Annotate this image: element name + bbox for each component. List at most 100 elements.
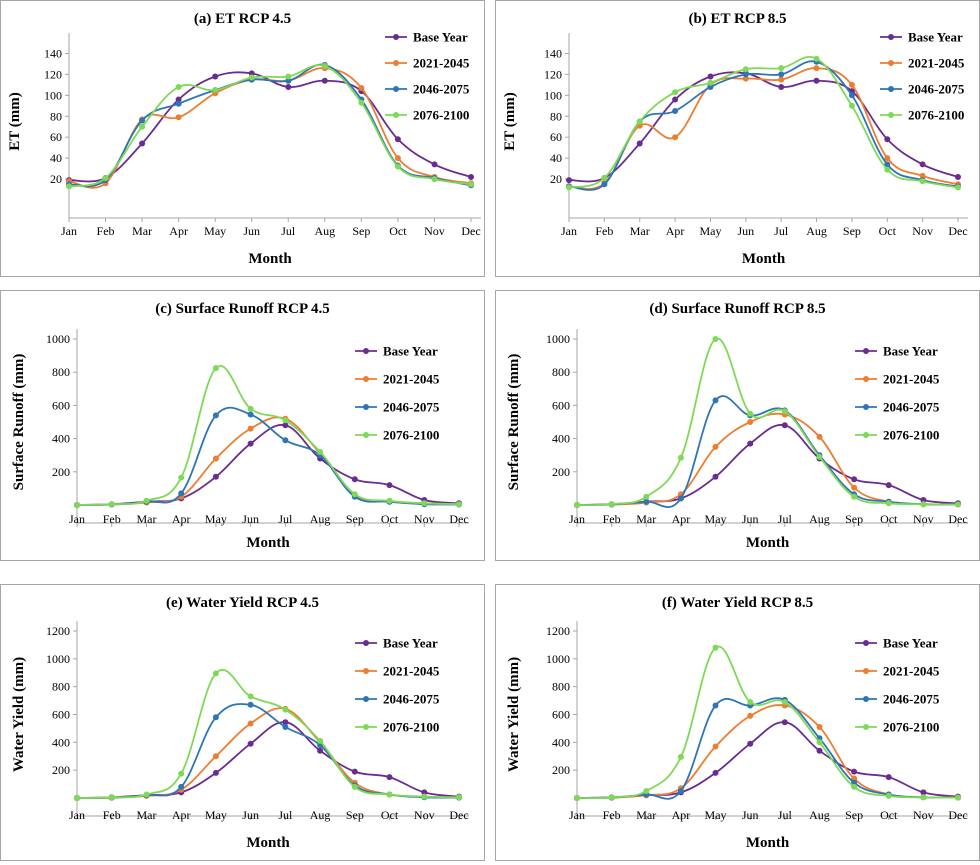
data-point-2046-2075 xyxy=(677,495,684,502)
y-axis-label: Surface Runoff (mm) xyxy=(506,354,522,491)
x-tick-label: Sep xyxy=(845,512,863,526)
x-tick-label: Nov xyxy=(913,512,934,526)
data-point-2076-2100 xyxy=(608,501,615,508)
data-point-2076-2100 xyxy=(574,795,580,801)
x-tick-label: Jul xyxy=(778,512,793,526)
legend-label-2021-2045: 2021-2045 xyxy=(908,56,965,71)
data-point-2021-2045 xyxy=(247,720,254,727)
legend-marker-2021-2045 xyxy=(863,376,869,382)
x-tick-label: Feb xyxy=(595,224,613,238)
data-point-base-year xyxy=(712,769,719,776)
data-point-2076-2100 xyxy=(358,99,365,106)
data-point-2076-2100 xyxy=(456,501,462,508)
legend-label-2046-2075: 2046-2075 xyxy=(413,82,470,97)
data-point-base-year xyxy=(468,174,474,180)
x-tick-label: Mar xyxy=(132,224,152,238)
data-point-2021-2045 xyxy=(175,114,182,121)
data-point-2046-2075 xyxy=(851,779,858,786)
legend-marker-2021-2045 xyxy=(393,60,399,66)
data-point-2021-2045 xyxy=(919,172,926,179)
chart-title: (a) ET RCP 4.5 xyxy=(194,11,291,27)
x-tick-label: Oct xyxy=(381,808,399,822)
data-point-base-year xyxy=(781,422,788,429)
data-point-base-year xyxy=(919,161,926,168)
data-point-2076-2100 xyxy=(212,365,219,372)
data-point-2046-2075 xyxy=(247,701,254,708)
data-point-2076-2100 xyxy=(321,63,328,69)
x-tick-label: Jan xyxy=(69,512,85,526)
data-point-2076-2100 xyxy=(175,84,182,90)
y-axis-label: Water Yield (mm) xyxy=(11,657,27,772)
y-tick-label: 200 xyxy=(552,763,570,777)
x-tick-label: Jun xyxy=(742,808,759,822)
legend-marker-2076-2100 xyxy=(863,432,869,438)
data-point-2021-2045 xyxy=(848,81,855,88)
data-point-2076-2100 xyxy=(781,408,788,415)
legend-label-base-year: Base Year xyxy=(883,636,938,651)
chart-title: (c) Surface Runoff RCP 4.5 xyxy=(155,301,330,317)
data-point-base-year xyxy=(431,161,438,168)
x-tick-label: Mar xyxy=(136,512,156,526)
chart-panel-b: (b) ET RCP 8.5 20 40 60 80 100 120 140 Jan Feb Mar… xyxy=(495,0,980,277)
data-point-base-year xyxy=(885,774,892,781)
data-point-2076-2100 xyxy=(421,500,428,507)
data-point-2076-2100 xyxy=(712,336,719,342)
data-point-base-year xyxy=(285,84,292,90)
data-point-2076-2100 xyxy=(848,102,855,109)
data-point-2076-2100 xyxy=(566,184,572,191)
y-tick-label: 20 xyxy=(50,172,62,186)
x-tick-label: Nov xyxy=(414,512,435,526)
data-point-2021-2045 xyxy=(394,155,401,162)
data-point-2076-2100 xyxy=(643,493,650,500)
x-axis-label: Month xyxy=(246,835,290,851)
data-point-2046-2075 xyxy=(178,783,185,790)
x-axis-label: Month xyxy=(746,535,790,551)
data-point-base-year xyxy=(781,719,788,726)
data-point-2076-2100 xyxy=(885,792,892,799)
data-point-base-year xyxy=(351,768,358,775)
x-tick-label: Apr xyxy=(172,808,191,822)
data-point-2021-2045 xyxy=(712,743,719,750)
y-tick-label: 1200 xyxy=(546,624,570,638)
data-point-base-year xyxy=(282,422,289,429)
legend-label-2021-2045: 2021-2045 xyxy=(383,664,440,679)
data-point-2076-2100 xyxy=(317,737,324,744)
x-tick-label: Oct xyxy=(381,512,399,526)
legend-label-2046-2075: 2046-2075 xyxy=(383,400,440,415)
data-point-2076-2100 xyxy=(143,497,150,504)
y-tick-label: 60 xyxy=(550,130,562,144)
x-tick-label: Nov xyxy=(424,224,445,238)
data-point-2021-2045 xyxy=(212,455,219,462)
data-point-2076-2100 xyxy=(884,166,891,173)
y-tick-label: 600 xyxy=(52,398,70,412)
series-line-2046-2075 xyxy=(68,63,472,188)
data-point-2076-2100 xyxy=(747,699,754,705)
series-line-2021-2045 xyxy=(68,67,472,189)
x-tick-label: Dec xyxy=(948,224,967,238)
data-point-2076-2100 xyxy=(742,66,749,73)
legend-marker-2046-2075 xyxy=(363,404,369,410)
data-point-2076-2100 xyxy=(636,118,643,125)
x-tick-label: Sep xyxy=(845,808,863,822)
y-tick-label: 800 xyxy=(52,680,70,694)
x-tick-label: Jun xyxy=(742,512,759,526)
data-point-2076-2100 xyxy=(386,791,393,798)
data-point-2076-2100 xyxy=(468,181,474,188)
data-point-base-year xyxy=(813,77,820,84)
data-point-2076-2100 xyxy=(677,454,684,461)
data-point-base-year xyxy=(920,497,927,503)
data-point-2076-2100 xyxy=(212,87,219,94)
x-tick-label: Aug xyxy=(310,808,331,822)
data-point-2076-2100 xyxy=(707,79,714,86)
data-point-2021-2045 xyxy=(813,65,820,72)
chart-panel-c: (c) Surface Runoff RCP 4.5 200 400 600 800 10… xyxy=(0,290,485,561)
data-point-2076-2100 xyxy=(955,794,961,801)
x-tick-label: Mar xyxy=(636,512,656,526)
x-tick-label: Jan xyxy=(561,224,577,238)
x-tick-label: Feb xyxy=(103,512,121,526)
data-point-2076-2100 xyxy=(778,65,785,72)
legend-label-2076-2100: 2076-2100 xyxy=(908,108,964,123)
data-point-base-year xyxy=(212,473,219,480)
data-point-2076-2100 xyxy=(247,693,254,700)
legend-label-2076-2100: 2076-2100 xyxy=(883,428,939,443)
